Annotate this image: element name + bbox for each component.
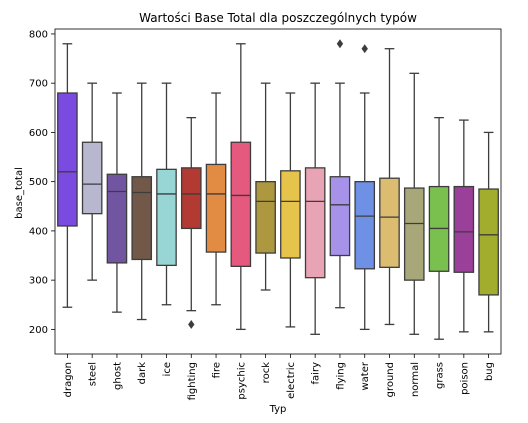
x-tick-label: flying [335,362,346,390]
x-tick-label: ice [162,362,173,376]
box-ice [156,82,177,306]
box-fighting [180,116,202,329]
box-iqr [453,185,475,273]
x-tick-label: poison [459,362,470,395]
chart-title: Wartości Base Total dla poszczególnych t… [139,11,417,25]
x-tick-label: steel [88,362,99,386]
box-fairy [304,82,326,335]
box-normal [403,72,425,335]
y-tick-label: 300 [29,276,48,287]
x-axis-label: Typ [269,404,287,415]
box-dragon [57,43,78,308]
x-tick-label: fighting [187,362,198,400]
box-psychic [230,43,252,331]
box-iqr [180,167,202,230]
y-tick-label: 600 [29,128,48,139]
box-iqr [81,141,103,215]
x-tick-label: grass [435,362,446,389]
box-iqr [205,163,227,253]
x-tick-label: rock [261,362,272,384]
plot-area [57,39,499,340]
x-tick-label: electric [286,362,297,399]
box-iqr [379,177,400,268]
outlier-point [188,319,195,329]
box-dark [131,82,153,321]
box-iqr [329,176,351,257]
box-ground [379,48,400,326]
box-rock [255,82,276,291]
x-tick-label: normal [410,362,421,397]
box-grass [428,116,450,340]
box-iqr [354,181,376,270]
box-iqr [478,188,499,296]
plot-frame [54,28,502,355]
box-bug [478,131,499,333]
box-iqr [403,187,425,281]
box-iqr [57,92,78,227]
x-tick-label: dark [137,362,148,385]
outlier-point [336,39,344,49]
box-poison [453,119,475,333]
x-tick-label: dragon [63,362,74,397]
box-iqr [304,167,326,279]
box-flying [329,39,351,309]
y-axis-label: base_total [14,167,25,219]
box-fire [205,92,227,306]
box-iqr [255,181,276,254]
box-water [354,44,376,331]
y-tick-label: 800 [29,29,48,40]
x-tick-label: water [360,361,371,390]
outlier-point [361,44,368,54]
box-iqr [280,170,301,259]
box-iqr [131,176,153,261]
box-iqr [106,173,128,264]
y-tick-label: 200 [29,325,48,336]
x-tick-label: ground [385,362,396,397]
x-tick-label: psychic [236,362,247,400]
box-ghost [106,92,128,313]
box-iqr [230,141,252,267]
box-steel [81,82,103,281]
x-tick-label: fire [212,362,223,378]
box-electric [280,92,301,328]
x-tick-label: ghost [112,362,123,390]
y-tick-label: 500 [29,177,48,188]
y-tick-label: 700 [29,79,48,90]
x-tick-label: fairy [311,362,322,385]
y-tick-label: 400 [29,226,48,237]
box-iqr [156,168,177,267]
x-tick-label: bug [484,362,495,381]
